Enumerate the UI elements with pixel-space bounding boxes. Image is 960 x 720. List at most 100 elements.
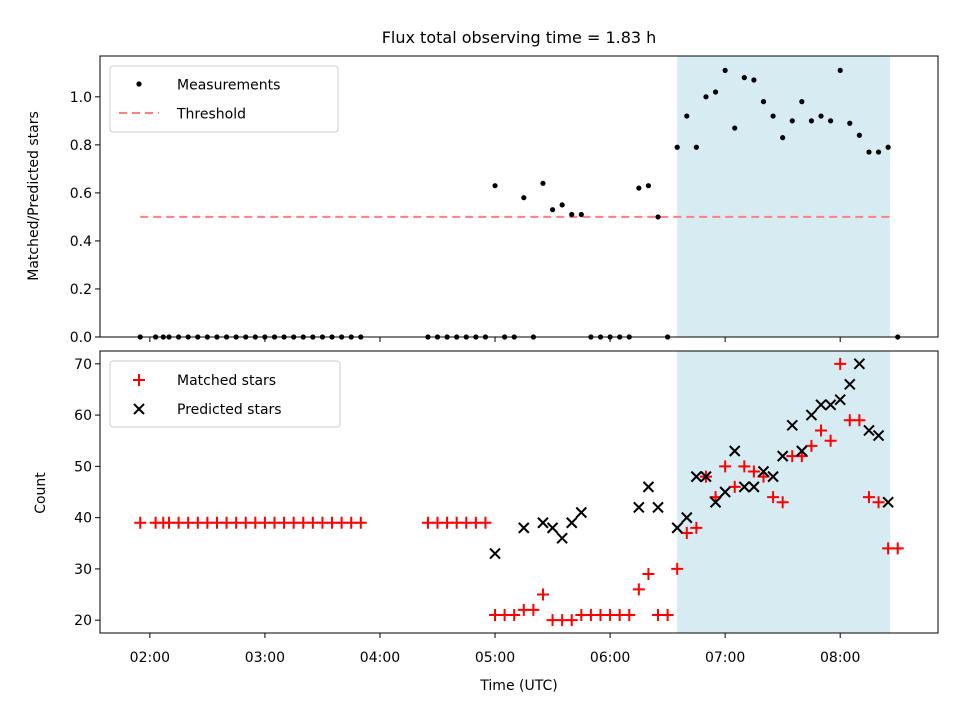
legend-predicted-label: Predicted stars bbox=[177, 402, 282, 418]
matched-star-point bbox=[891, 542, 904, 555]
matched-star-point bbox=[527, 603, 540, 616]
bottom-y-axis-label: Count bbox=[33, 472, 49, 514]
figure-title: Flux total observing time = 1.83 h bbox=[382, 28, 657, 47]
matched-star-point bbox=[354, 516, 367, 529]
predicted-star-point bbox=[566, 517, 578, 529]
x-tick-label: 05:00 bbox=[475, 650, 515, 666]
predicted-star-point bbox=[681, 511, 693, 524]
matched-star-point bbox=[680, 527, 693, 540]
predicted-star-point bbox=[872, 429, 885, 442]
predicted-star-point bbox=[575, 506, 588, 519]
measurement-point bbox=[645, 183, 652, 189]
y-tick-label: 20 bbox=[74, 613, 92, 629]
predicted-star-point bbox=[719, 486, 731, 498]
measurement-point bbox=[837, 67, 843, 74]
top-legend-box bbox=[109, 65, 339, 133]
bottom-y-ticks: 20 30 40 50 60 70 bbox=[74, 357, 100, 629]
measurement-point bbox=[866, 149, 872, 155]
measurement-point bbox=[856, 132, 862, 138]
y-tick-label: 40 bbox=[74, 511, 92, 527]
measurement-point bbox=[569, 211, 575, 218]
matched-star-point bbox=[824, 434, 837, 447]
top-x-ticks bbox=[149, 337, 841, 342]
matched-star-point bbox=[872, 496, 885, 509]
measurement-point bbox=[712, 89, 719, 95]
predicted-star-point bbox=[652, 501, 664, 514]
measurement-point bbox=[521, 195, 527, 201]
predicted-star-point bbox=[537, 517, 549, 529]
bottom-legend-box bbox=[109, 360, 341, 428]
top-legend: Measurements Threshold bbox=[109, 65, 339, 133]
x-tick-label: 06:00 bbox=[590, 650, 630, 666]
x-tick-label: 02:00 bbox=[130, 650, 170, 666]
top-panel: 0.0 0.2 0.4 0.6 0.8 1.0 Matched/Predicted sta… bbox=[26, 55, 939, 346]
bottom-legend: Matched stars Predicted stars bbox=[109, 360, 341, 428]
predicted-star-point bbox=[738, 481, 751, 493]
matched-star-point bbox=[738, 460, 751, 473]
matched-star-point bbox=[565, 614, 578, 627]
matched-star-point bbox=[623, 609, 636, 622]
measurement-point bbox=[732, 125, 738, 131]
matched-star-point bbox=[776, 496, 789, 509]
x-tick-label: 03:00 bbox=[245, 650, 285, 666]
y-tick-label: 0.4 bbox=[70, 234, 92, 250]
matched-star-point bbox=[508, 609, 521, 622]
y-tick-label: 0.0 bbox=[70, 330, 92, 346]
measurement-point bbox=[492, 183, 498, 189]
predicted-star-point bbox=[729, 445, 741, 457]
y-tick-label: 60 bbox=[74, 408, 92, 424]
x-tick-label: 07:00 bbox=[705, 650, 745, 666]
predicted-star-point bbox=[709, 496, 722, 508]
matched-star-point bbox=[536, 588, 549, 601]
predicted-star-point bbox=[518, 522, 530, 534]
matched-star-point bbox=[747, 465, 760, 478]
predicted-star-point bbox=[700, 470, 712, 483]
predicted-star-point bbox=[824, 399, 837, 411]
measurement-point bbox=[684, 113, 690, 119]
measurement-point bbox=[559, 202, 565, 208]
predicted-star-point bbox=[546, 522, 559, 534]
x-axis-label: Time (UTC) bbox=[479, 678, 557, 694]
measurement-point bbox=[789, 118, 795, 124]
x-tick-label: 04:00 bbox=[360, 650, 400, 666]
measurement-point bbox=[693, 144, 699, 150]
predicted-star-point bbox=[834, 394, 846, 406]
predicted-star-point bbox=[805, 409, 818, 421]
measurement-point bbox=[540, 180, 546, 186]
y-tick-label: 30 bbox=[74, 562, 92, 578]
y-tick-label: 70 bbox=[74, 357, 92, 373]
matched-star-point bbox=[690, 521, 703, 534]
measurement-point bbox=[818, 113, 824, 119]
predicted-star-point bbox=[633, 501, 645, 514]
legend-predicted-marker bbox=[133, 403, 145, 415]
matched-star-point bbox=[815, 424, 828, 437]
bottom-observing-window bbox=[677, 351, 891, 633]
predicted-star-point bbox=[796, 445, 808, 457]
legend-measurements-marker bbox=[136, 81, 142, 87]
measurement-point bbox=[760, 99, 767, 105]
predicted-star-point bbox=[748, 481, 760, 493]
matched-star-point bbox=[862, 491, 875, 504]
matched-star-point bbox=[642, 568, 655, 581]
measurement-point bbox=[847, 120, 853, 126]
predicted-star-point bbox=[844, 378, 856, 391]
predicted-star-point bbox=[776, 450, 789, 462]
y-tick-label: 0.6 bbox=[70, 186, 92, 202]
predicted-star-point bbox=[767, 470, 779, 483]
bottom-x-ticks: 02:00 03:00 04:00 05:00 06:00 07:00 08:00 bbox=[130, 633, 860, 666]
predicted-star-point bbox=[786, 419, 798, 432]
measurement-point bbox=[780, 135, 786, 141]
top-y-ticks: 0.0 0.2 0.4 0.6 0.8 1.0 bbox=[70, 90, 100, 346]
matched-star-point bbox=[834, 357, 847, 370]
y-tick-label: 0.8 bbox=[70, 138, 92, 154]
predicted-star-point bbox=[815, 399, 827, 411]
y-tick-label: 1.0 bbox=[70, 90, 92, 106]
measurement-point bbox=[751, 77, 757, 83]
legend-measurements-label: Measurements bbox=[177, 78, 280, 94]
predicted-star-point bbox=[757, 465, 770, 478]
measurement-point bbox=[655, 214, 661, 220]
x-tick-label: 08:00 bbox=[820, 650, 860, 666]
legend-threshold-label: Threshold bbox=[176, 107, 246, 123]
measurement-point bbox=[770, 113, 776, 119]
top-observing-window bbox=[677, 56, 891, 337]
